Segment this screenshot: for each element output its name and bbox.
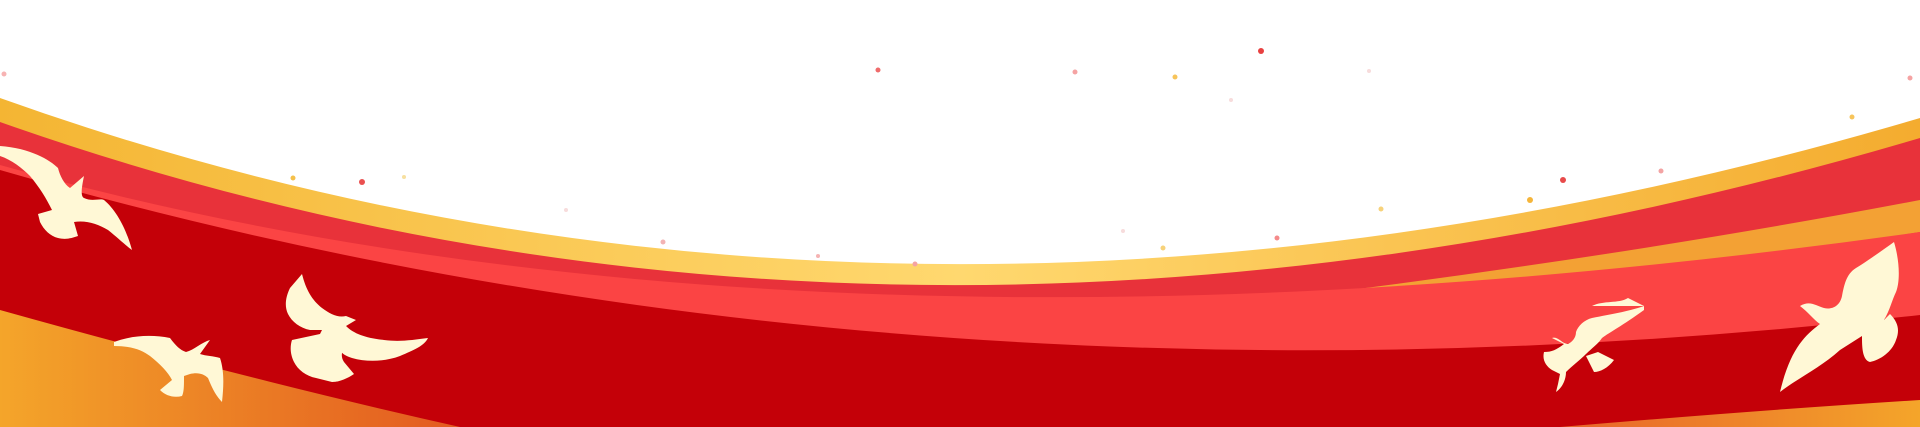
red-ribbon-deep — [0, 170, 1920, 427]
sparkle — [1072, 69, 1078, 75]
dove-icon — [1543, 306, 1644, 392]
sparkle — [1367, 69, 1371, 73]
sparkle — [1, 71, 7, 77]
sparkle — [1258, 48, 1264, 54]
dove-icon — [1780, 242, 1899, 392]
sparkle — [290, 175, 296, 181]
dove-icon — [1592, 298, 1644, 306]
sparkle — [402, 175, 406, 179]
sparkle — [1907, 75, 1913, 81]
sparkles — [1, 48, 1913, 267]
sparkle — [1121, 229, 1125, 233]
sparkle — [912, 261, 918, 267]
dove-icon — [285, 274, 428, 382]
dove-icon — [1586, 352, 1614, 372]
dove-icon — [0, 146, 132, 250]
sparkle — [1849, 114, 1855, 120]
sparkle — [660, 239, 666, 245]
sparkle — [816, 254, 820, 258]
dove-icon — [114, 335, 224, 402]
orange-corner-right — [1560, 400, 1920, 427]
sparkle — [359, 179, 365, 185]
sparkle — [1160, 245, 1166, 251]
sparkle — [1560, 177, 1566, 183]
sparkle — [564, 208, 568, 212]
orange-corner-left — [0, 310, 460, 427]
sparkle — [1378, 206, 1384, 212]
doves — [0, 146, 1899, 402]
sparkle — [1527, 197, 1533, 203]
sparkle — [1274, 235, 1280, 241]
sparkle — [875, 67, 881, 73]
sparkle — [1658, 168, 1664, 174]
sparkle — [1172, 74, 1178, 80]
sparkle — [1229, 98, 1233, 102]
